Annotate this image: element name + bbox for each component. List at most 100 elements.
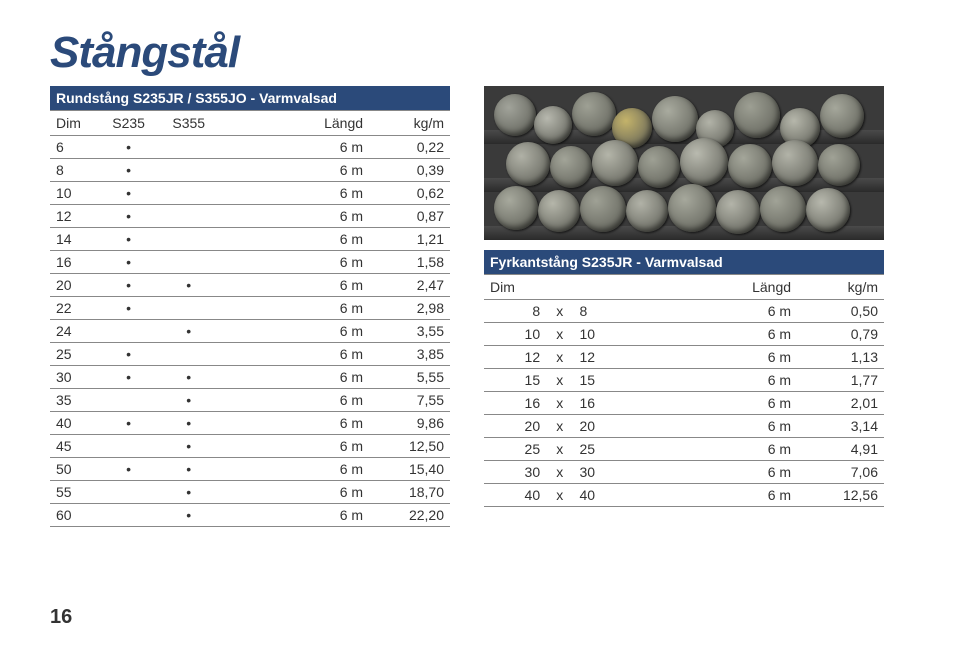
steel-rod-end	[494, 186, 538, 230]
cell-s235: •	[99, 251, 159, 274]
cell-s235	[99, 481, 159, 504]
table-row: 55•6 m18,70	[50, 481, 450, 504]
cell-dim: 35	[50, 389, 99, 412]
table-header-row: Fyrkantstång S235JR - Varmvalsad	[484, 250, 884, 275]
cell-length: 6 m	[219, 366, 369, 389]
cell-dim: 22	[50, 297, 99, 320]
table-row: 6•6 m0,22	[50, 136, 450, 159]
cell-s355: •	[159, 504, 219, 527]
cell-s235: •	[99, 182, 159, 205]
cell-dim-b: 30	[573, 461, 635, 484]
steel-rod-end	[760, 186, 806, 232]
cell-dim-a: 20	[484, 415, 546, 438]
steel-rod-end	[820, 94, 864, 138]
cell-kgm: 0,62	[369, 182, 450, 205]
steel-rod-end	[680, 138, 728, 186]
cell-dim: 55	[50, 481, 99, 504]
table-subheader-row: Dim Längd kg/m	[484, 275, 884, 300]
col-length: Längd	[636, 275, 797, 300]
table-subheader-row: Dim S235 S355 Längd kg/m	[50, 111, 450, 136]
cell-s235: •	[99, 412, 159, 435]
table-row: 8•6 m0,39	[50, 159, 450, 182]
table-row: 40x406 m12,56	[484, 484, 884, 507]
cell-dim-b: 10	[573, 323, 635, 346]
cell-kgm: 7,06	[797, 461, 884, 484]
cell-dim-b: 25	[573, 438, 635, 461]
cell-length: 6 m	[636, 484, 797, 507]
table-row: 25•6 m3,85	[50, 343, 450, 366]
table-row: 25x256 m4,91	[484, 438, 884, 461]
cell-x: x	[546, 300, 573, 323]
cell-s355	[159, 228, 219, 251]
right-column: Fyrkantstång S235JR - Varmvalsad Dim Län…	[484, 86, 884, 527]
cell-x: x	[546, 346, 573, 369]
cell-dim-b: 12	[573, 346, 635, 369]
steel-rod-end	[506, 142, 550, 186]
cell-s235	[99, 389, 159, 412]
cell-s235	[99, 320, 159, 343]
table-row: 8x86 m0,50	[484, 300, 884, 323]
table-row: 35•6 m7,55	[50, 389, 450, 412]
cell-length: 6 m	[636, 461, 797, 484]
cell-dim-b: 15	[573, 369, 635, 392]
cell-kgm: 0,50	[797, 300, 884, 323]
cell-dim-a: 12	[484, 346, 546, 369]
cell-length: 6 m	[219, 228, 369, 251]
cell-length: 6 m	[219, 297, 369, 320]
cell-kgm: 3,85	[369, 343, 450, 366]
cell-dim-a: 8	[484, 300, 546, 323]
cell-dim-b: 20	[573, 415, 635, 438]
col-kgm: kg/m	[369, 111, 450, 136]
steel-rod-end	[580, 186, 626, 232]
table-rundstang: Rundstång S235JR / S355JO - Varmvalsad D…	[50, 86, 450, 527]
cell-s235: •	[99, 297, 159, 320]
table-row: 10x106 m0,79	[484, 323, 884, 346]
cell-length: 6 m	[636, 346, 797, 369]
cell-dim-a: 40	[484, 484, 546, 507]
cell-s355: •	[159, 412, 219, 435]
cell-kgm: 12,50	[369, 435, 450, 458]
cell-kgm: 7,55	[369, 389, 450, 412]
cell-s355: •	[159, 435, 219, 458]
table-row: 20x206 m3,14	[484, 415, 884, 438]
cell-s235: •	[99, 274, 159, 297]
cell-length: 6 m	[219, 182, 369, 205]
cell-dim: 60	[50, 504, 99, 527]
table-row: 45•6 m12,50	[50, 435, 450, 458]
table-row: 30x306 m7,06	[484, 461, 884, 484]
cell-s355	[159, 297, 219, 320]
cell-length: 6 m	[636, 415, 797, 438]
steel-rod-end	[728, 144, 772, 188]
steel-rod-end	[638, 146, 680, 188]
cell-length: 6 m	[219, 412, 369, 435]
cell-dim-b: 16	[573, 392, 635, 415]
cell-s235: •	[99, 136, 159, 159]
cell-length: 6 m	[219, 504, 369, 527]
table-header-title: Rundstång S235JR / S355JO - Varmvalsad	[50, 86, 450, 111]
col-dim: Dim	[484, 275, 636, 300]
cell-s235	[99, 435, 159, 458]
cell-length: 6 m	[219, 205, 369, 228]
cell-kgm: 9,86	[369, 412, 450, 435]
product-photo	[484, 86, 884, 240]
cell-length: 6 m	[636, 300, 797, 323]
cell-kgm: 0,22	[369, 136, 450, 159]
steel-rod-end	[550, 146, 592, 188]
steel-rod-end	[626, 190, 668, 232]
cell-x: x	[546, 415, 573, 438]
steel-rod-end	[572, 92, 616, 136]
cell-kgm: 2,98	[369, 297, 450, 320]
steel-rod-end	[538, 190, 580, 232]
cell-s355: •	[159, 274, 219, 297]
cell-length: 6 m	[219, 274, 369, 297]
table-row: 40••6 m9,86	[50, 412, 450, 435]
cell-length: 6 m	[219, 458, 369, 481]
cell-s355: •	[159, 481, 219, 504]
cell-s235: •	[99, 205, 159, 228]
col-kgm: kg/m	[797, 275, 884, 300]
cell-dim: 24	[50, 320, 99, 343]
cell-dim-a: 25	[484, 438, 546, 461]
table-header-row: Rundstång S235JR / S355JO - Varmvalsad	[50, 86, 450, 111]
cell-length: 6 m	[219, 435, 369, 458]
cell-s235: •	[99, 343, 159, 366]
